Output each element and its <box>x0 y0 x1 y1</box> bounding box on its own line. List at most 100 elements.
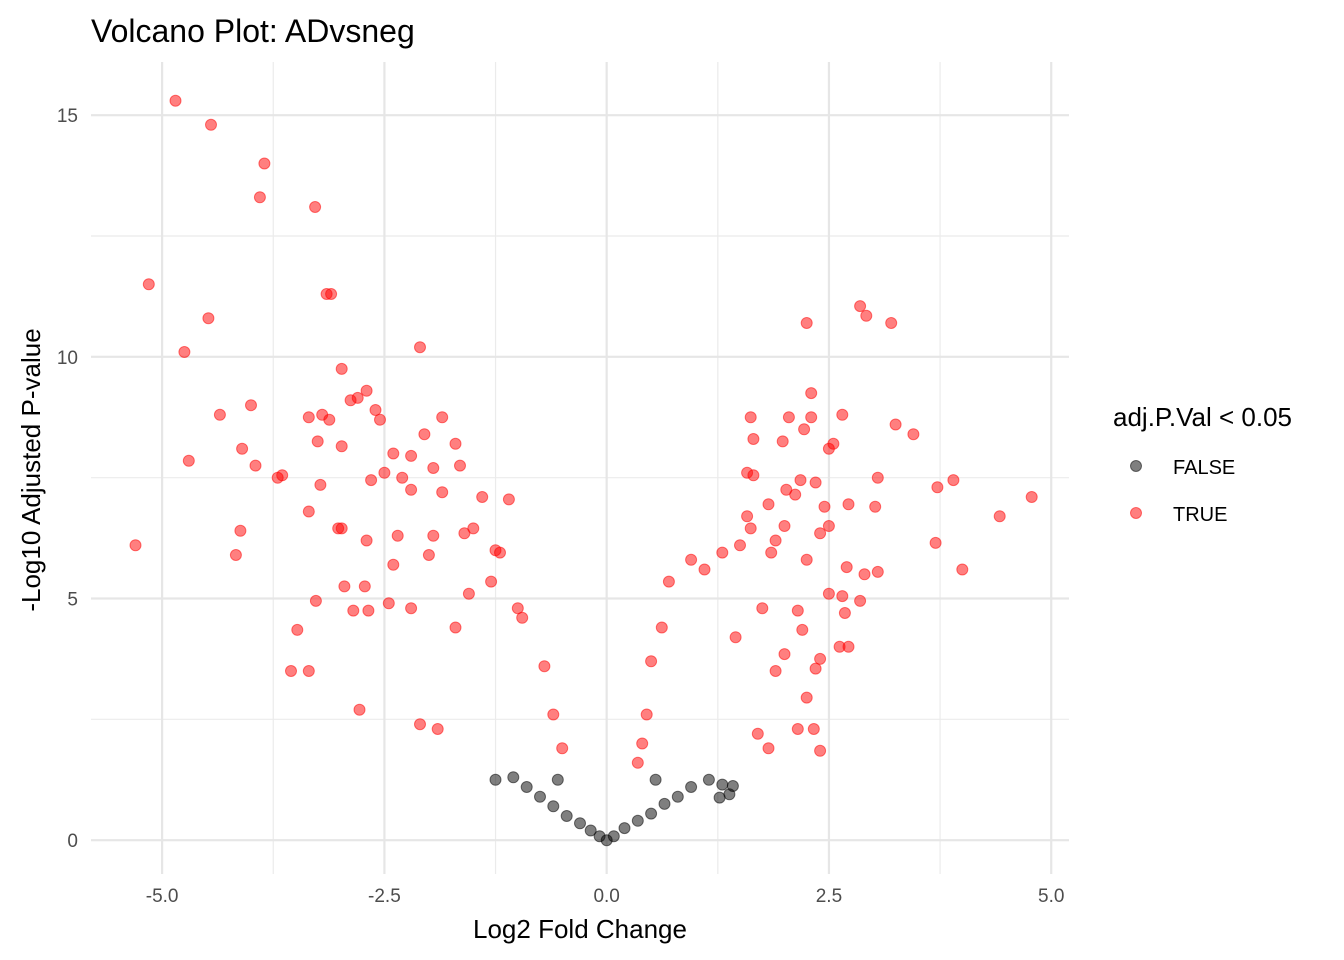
data-point-true <box>414 341 426 354</box>
data-point-false <box>649 773 662 786</box>
data-point-true <box>907 428 920 441</box>
data-point-true <box>871 565 884 578</box>
data-point-true <box>427 529 440 542</box>
data-point-true <box>325 288 338 300</box>
data-point-true <box>838 607 851 619</box>
data-point-true <box>302 411 315 424</box>
data-point-true <box>807 723 820 735</box>
data-point-true <box>842 640 855 653</box>
data-point-true <box>391 529 404 542</box>
data-point-true <box>511 602 524 615</box>
data-point-true <box>741 510 754 523</box>
data-point-true <box>422 549 435 561</box>
x-axis-title: Log2 Fold Change <box>473 914 687 944</box>
data-point-true <box>396 471 409 484</box>
data-point-false <box>551 773 564 786</box>
data-point-true <box>822 587 835 600</box>
data-point-false <box>584 824 597 837</box>
data-point-true <box>860 309 873 322</box>
data-point-true <box>353 703 366 716</box>
data-point-false <box>671 790 684 803</box>
data-point-true <box>822 520 835 532</box>
y-axis-title: -Log10 Adjusted P-value <box>16 328 46 611</box>
data-point-true <box>791 604 804 617</box>
y-tick-label: 10 <box>57 348 78 369</box>
data-point-true <box>360 534 373 547</box>
data-point-true <box>462 587 475 600</box>
data-point-true <box>814 744 827 757</box>
legend-label-false: FALSE <box>1173 457 1235 479</box>
data-point-true <box>205 118 217 131</box>
data-point-true <box>769 534 782 547</box>
data-point-true <box>276 469 289 482</box>
x-tick-label: 2.5 <box>816 886 842 907</box>
points-false <box>489 771 739 847</box>
data-point-true <box>414 718 426 731</box>
data-point-true <box>716 546 729 559</box>
data-point-true <box>809 662 822 675</box>
data-point-true <box>814 527 827 540</box>
data-point-true <box>202 312 215 325</box>
data-point-true <box>1025 491 1038 503</box>
data-point-false <box>726 780 739 792</box>
data-point-true <box>291 623 304 636</box>
data-point-true <box>800 317 813 329</box>
data-point-false <box>534 790 546 803</box>
data-point-true <box>869 500 882 513</box>
data-point-true <box>640 708 653 721</box>
data-point-true <box>778 648 791 661</box>
data-point-true <box>956 563 969 576</box>
data-point-true <box>309 594 322 607</box>
data-point-true <box>387 447 400 460</box>
data-point-false <box>658 797 671 810</box>
data-point-false <box>645 807 658 820</box>
data-point-false <box>631 814 644 827</box>
data-point-true <box>947 474 960 487</box>
data-point-true <box>547 708 560 721</box>
data-point-true <box>335 440 348 453</box>
data-point-true <box>836 590 849 603</box>
data-point-false <box>489 773 502 786</box>
data-point-true <box>213 408 226 421</box>
data-point-true <box>747 433 760 445</box>
x-tick-label: 5.0 <box>1038 886 1064 907</box>
data-point-true <box>556 742 569 755</box>
data-point-true <box>129 539 142 552</box>
data-point-true <box>338 580 351 593</box>
data-point-true <box>747 469 760 482</box>
data-point-true <box>502 493 515 506</box>
data-point-true <box>822 442 835 455</box>
data-point-true <box>698 563 711 576</box>
data-point-true <box>494 546 506 559</box>
data-point-true <box>405 483 418 496</box>
data-point-true <box>818 500 831 513</box>
data-point-true <box>858 568 871 581</box>
y-tick-label: 5 <box>67 590 78 611</box>
data-point-true <box>360 384 373 397</box>
data-point-true <box>405 449 418 462</box>
legend-title: adj.P.Val < 0.05 <box>1113 402 1292 432</box>
data-point-false <box>713 791 726 804</box>
grid <box>91 62 1069 874</box>
data-point-true <box>302 505 315 518</box>
data-point-true <box>449 621 462 634</box>
legend-key-false <box>1130 460 1142 472</box>
data-point-true <box>794 474 807 487</box>
data-point-true <box>800 691 813 704</box>
data-point-false <box>560 810 573 822</box>
data-point-true <box>854 594 867 607</box>
data-point-true <box>302 665 315 677</box>
data-point-true <box>789 488 802 501</box>
data-point-true <box>729 631 742 644</box>
data-point-true <box>854 300 867 313</box>
data-point-true <box>436 486 449 499</box>
data-point-true <box>685 553 698 566</box>
data-point-true <box>431 723 444 735</box>
data-point-true <box>458 527 471 540</box>
data-point-true <box>805 387 818 400</box>
data-point-true <box>335 362 348 375</box>
data-point-true <box>253 191 266 204</box>
data-point-true <box>427 462 440 474</box>
data-point-true <box>814 652 827 665</box>
y-tick-label: 0 <box>67 831 78 852</box>
